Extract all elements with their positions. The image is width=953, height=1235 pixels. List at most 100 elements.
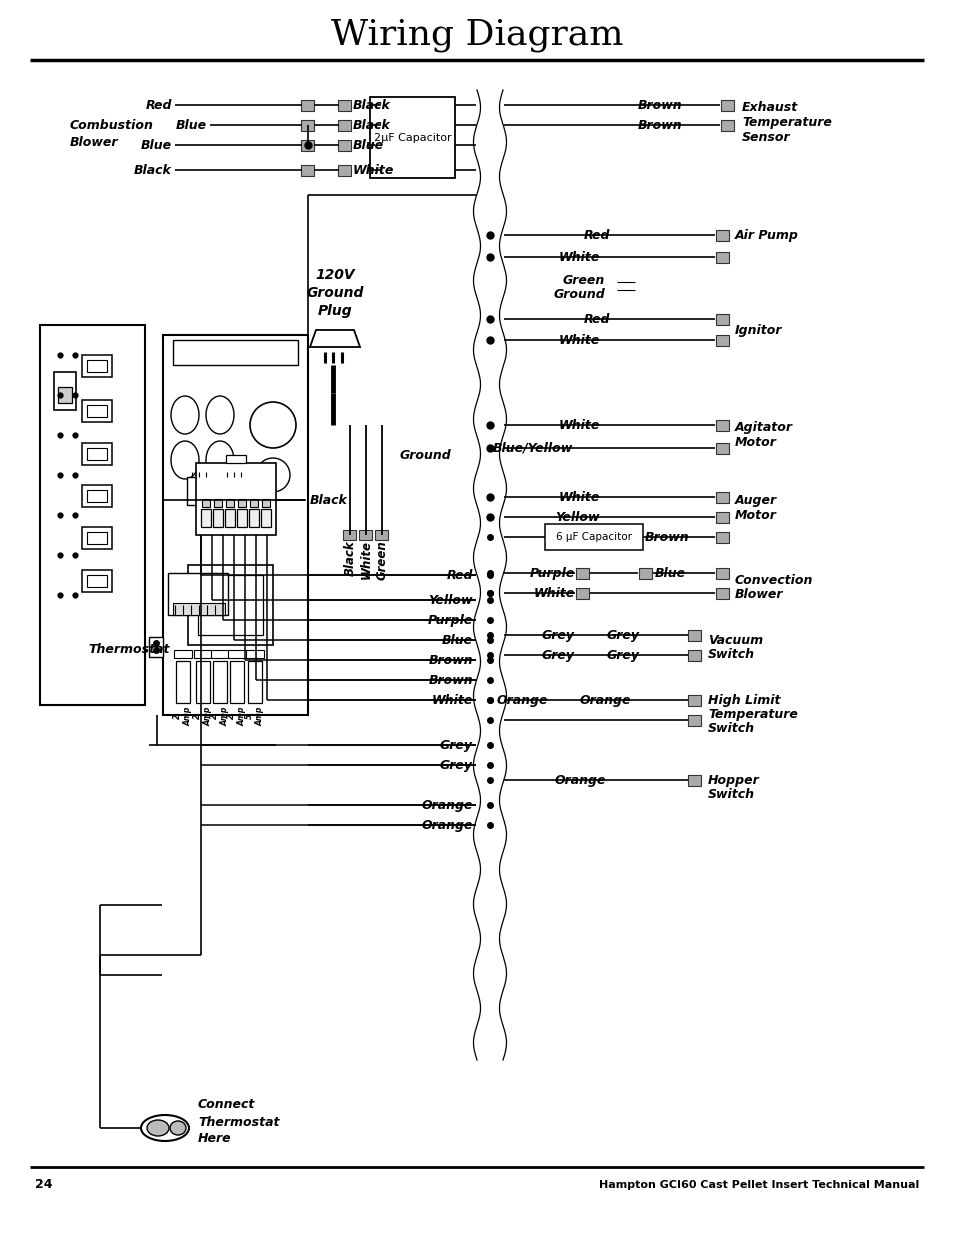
Text: Grey: Grey — [541, 629, 575, 641]
Text: Thermostat: Thermostat — [198, 1115, 279, 1129]
Bar — [175, 661, 190, 703]
Text: Ground: Ground — [399, 448, 452, 462]
Text: Brown: Brown — [638, 119, 682, 131]
Text: Ignitor: Ignitor — [734, 324, 781, 336]
Text: Air Pump: Air Pump — [734, 228, 798, 242]
Bar — [87, 448, 107, 459]
Text: Temperature: Temperature — [707, 708, 797, 720]
Bar — [226, 499, 233, 508]
Text: Plug: Plug — [317, 304, 352, 317]
Bar — [172, 340, 297, 366]
Ellipse shape — [206, 441, 233, 479]
Text: Grey: Grey — [439, 739, 473, 752]
Text: 2μF Capacitor: 2μF Capacitor — [374, 132, 451, 142]
Text: Vacuum: Vacuum — [707, 634, 762, 646]
Text: Agitator: Agitator — [734, 420, 792, 433]
Text: Black: Black — [134, 163, 172, 177]
Text: Grey: Grey — [541, 648, 575, 662]
Bar — [338, 100, 351, 110]
Text: Blue: Blue — [141, 138, 172, 152]
Text: Orange: Orange — [496, 694, 547, 706]
Text: Temperature: Temperature — [741, 116, 831, 128]
Bar — [82, 485, 112, 508]
Bar — [213, 509, 223, 527]
Bar — [261, 509, 271, 527]
Bar — [688, 650, 700, 661]
Text: Motor: Motor — [734, 509, 776, 521]
Bar — [716, 230, 729, 241]
Text: High Limit: High Limit — [707, 694, 780, 706]
Bar — [301, 120, 314, 131]
Text: Yellow: Yellow — [555, 510, 599, 524]
Bar — [375, 530, 388, 540]
Text: Black: Black — [310, 494, 348, 506]
Bar — [226, 454, 246, 463]
Bar — [343, 530, 356, 540]
Bar — [716, 511, 729, 522]
Text: Orange: Orange — [421, 799, 473, 811]
Bar — [82, 443, 112, 466]
Bar — [82, 400, 112, 422]
Text: Red: Red — [146, 99, 172, 111]
Text: White: White — [558, 251, 599, 263]
Text: Convection: Convection — [734, 573, 813, 587]
Text: Blower: Blower — [70, 136, 118, 148]
Bar — [201, 509, 211, 527]
Bar — [688, 694, 700, 705]
Bar — [228, 650, 246, 658]
Text: Green: Green — [562, 273, 604, 287]
Text: Thermostat: Thermostat — [88, 642, 170, 656]
Bar — [222, 477, 246, 505]
Bar — [163, 335, 308, 715]
Text: Green: Green — [375, 540, 388, 579]
Bar — [149, 637, 163, 657]
Bar — [716, 314, 729, 325]
Text: Hampton GCI60 Cast Pellet Insert Technical Manual: Hampton GCI60 Cast Pellet Insert Technic… — [598, 1179, 918, 1191]
Text: Brown: Brown — [638, 99, 682, 111]
Text: Red: Red — [583, 312, 609, 326]
Text: Black: Black — [353, 99, 391, 111]
Bar — [188, 564, 273, 645]
Bar — [248, 661, 262, 703]
Text: White: White — [359, 540, 372, 579]
Bar — [576, 588, 589, 599]
Bar — [230, 661, 244, 703]
Text: Here: Here — [198, 1132, 232, 1146]
Text: Switch: Switch — [707, 647, 754, 661]
Bar — [87, 405, 107, 417]
Bar — [82, 354, 112, 377]
Text: Switch: Switch — [707, 788, 754, 800]
Text: Brown: Brown — [428, 653, 473, 667]
Bar — [716, 335, 729, 346]
Bar — [716, 492, 729, 503]
Text: Wiring Diagram: Wiring Diagram — [331, 19, 622, 52]
Bar — [249, 509, 258, 527]
Text: Grey: Grey — [606, 629, 639, 641]
Bar — [716, 442, 729, 453]
Bar — [237, 499, 246, 508]
Bar — [246, 650, 264, 658]
Bar — [82, 527, 112, 550]
Text: Orange: Orange — [579, 694, 631, 706]
Text: Purple: Purple — [427, 614, 473, 626]
Text: Orange: Orange — [421, 819, 473, 831]
Text: 2
Amp: 2 Amp — [173, 706, 193, 726]
Circle shape — [255, 458, 290, 492]
Polygon shape — [310, 330, 359, 347]
Bar — [87, 359, 107, 372]
Text: Motor: Motor — [734, 436, 776, 448]
Bar — [236, 509, 247, 527]
Bar — [195, 463, 275, 535]
Bar — [716, 588, 729, 599]
Text: Switch: Switch — [707, 721, 754, 735]
Bar — [576, 568, 589, 578]
Text: 2
Amp: 2 Amp — [210, 706, 230, 726]
Text: White: White — [533, 587, 575, 599]
Bar — [213, 661, 227, 703]
Bar — [195, 661, 210, 703]
Bar — [213, 499, 222, 508]
Ellipse shape — [141, 1115, 189, 1141]
Text: 5
Amp: 5 Amp — [245, 706, 264, 726]
Bar — [250, 499, 257, 508]
Bar — [716, 531, 729, 542]
